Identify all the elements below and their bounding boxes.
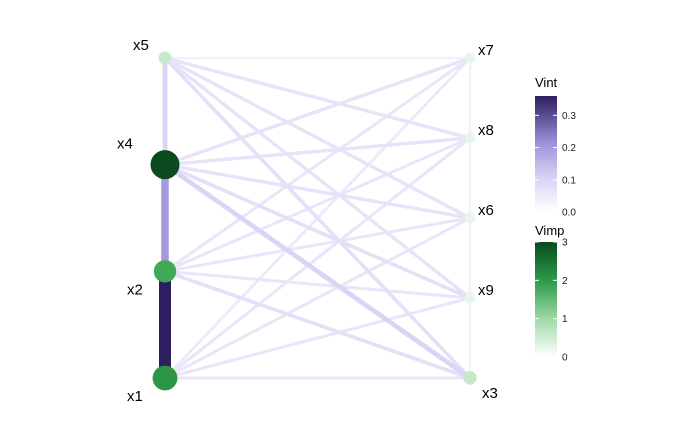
node-label-layer: x5 x4 x2 x1 x7 x8 x6 x9 x3 [117,37,498,405]
node-label-x9: x9 [478,282,494,299]
edge-layer [159,56,472,380]
vint-tick-label: 0.3 [562,111,576,122]
node-label-x3: x3 [482,385,498,402]
edge-x5-x3 [163,56,472,380]
vimp-tick-label: 1 [562,314,568,325]
edge-x4-x9 [164,162,471,300]
vimp-legend: Vimp 0 1 2 3 [535,223,568,364]
node-x6 [464,212,476,224]
node-label-x1: x1 [127,388,143,405]
edge-x5-x6 [164,56,471,220]
node-label-x5: x5 [133,37,149,54]
edge-x4-x6 [164,162,471,220]
vint-legend: Vint 0.0 0.1 0.2 0.3 [535,75,576,219]
node-x3 [463,371,477,385]
node-x9 [464,292,476,304]
node-layer [150,51,477,391]
vint-legend-title: Vint [535,75,558,90]
node-x1 [152,365,178,391]
edge-x5-x8 [164,56,471,140]
edge-x1-x9 [164,296,471,380]
vint-colorbar [535,96,557,212]
node-x2 [153,260,177,283]
vint-tick-label: 0.1 [562,175,576,186]
edge-x2-x9 [164,269,471,300]
node-x7 [464,52,476,64]
node-label-x8: x8 [478,122,494,139]
node-x5 [158,51,172,65]
vint-tick-label: 0.0 [562,208,576,219]
edge-x4-x3 [163,162,472,380]
node-label-x4: x4 [117,136,133,153]
edge-x2-x3 [164,269,471,380]
vint-tick-label: 0.2 [562,143,576,154]
vimp-colorbar [535,242,557,357]
node-label-x6: x6 [478,202,494,219]
vimp-tick-label: 2 [562,276,568,287]
edge-x2-x7 [164,56,471,273]
edge-x1-x8 [164,136,471,380]
node-x4 [150,150,180,180]
edge-x5-x9 [163,56,472,300]
vimp-tick-label: 3 [562,238,568,249]
edge-x4-x7 [164,56,471,167]
vimp-legend-title: Vimp [535,223,564,238]
edge-x2-x8 [164,136,471,273]
edge-x4-x8 [164,136,471,167]
edge-x1-x6 [164,216,471,380]
vimp-tick-label: 0 [562,353,568,364]
node-label-x7: x7 [478,42,494,59]
node-label-x2: x2 [127,281,143,298]
edge-x2-x6 [164,216,471,273]
node-x8 [464,132,476,144]
